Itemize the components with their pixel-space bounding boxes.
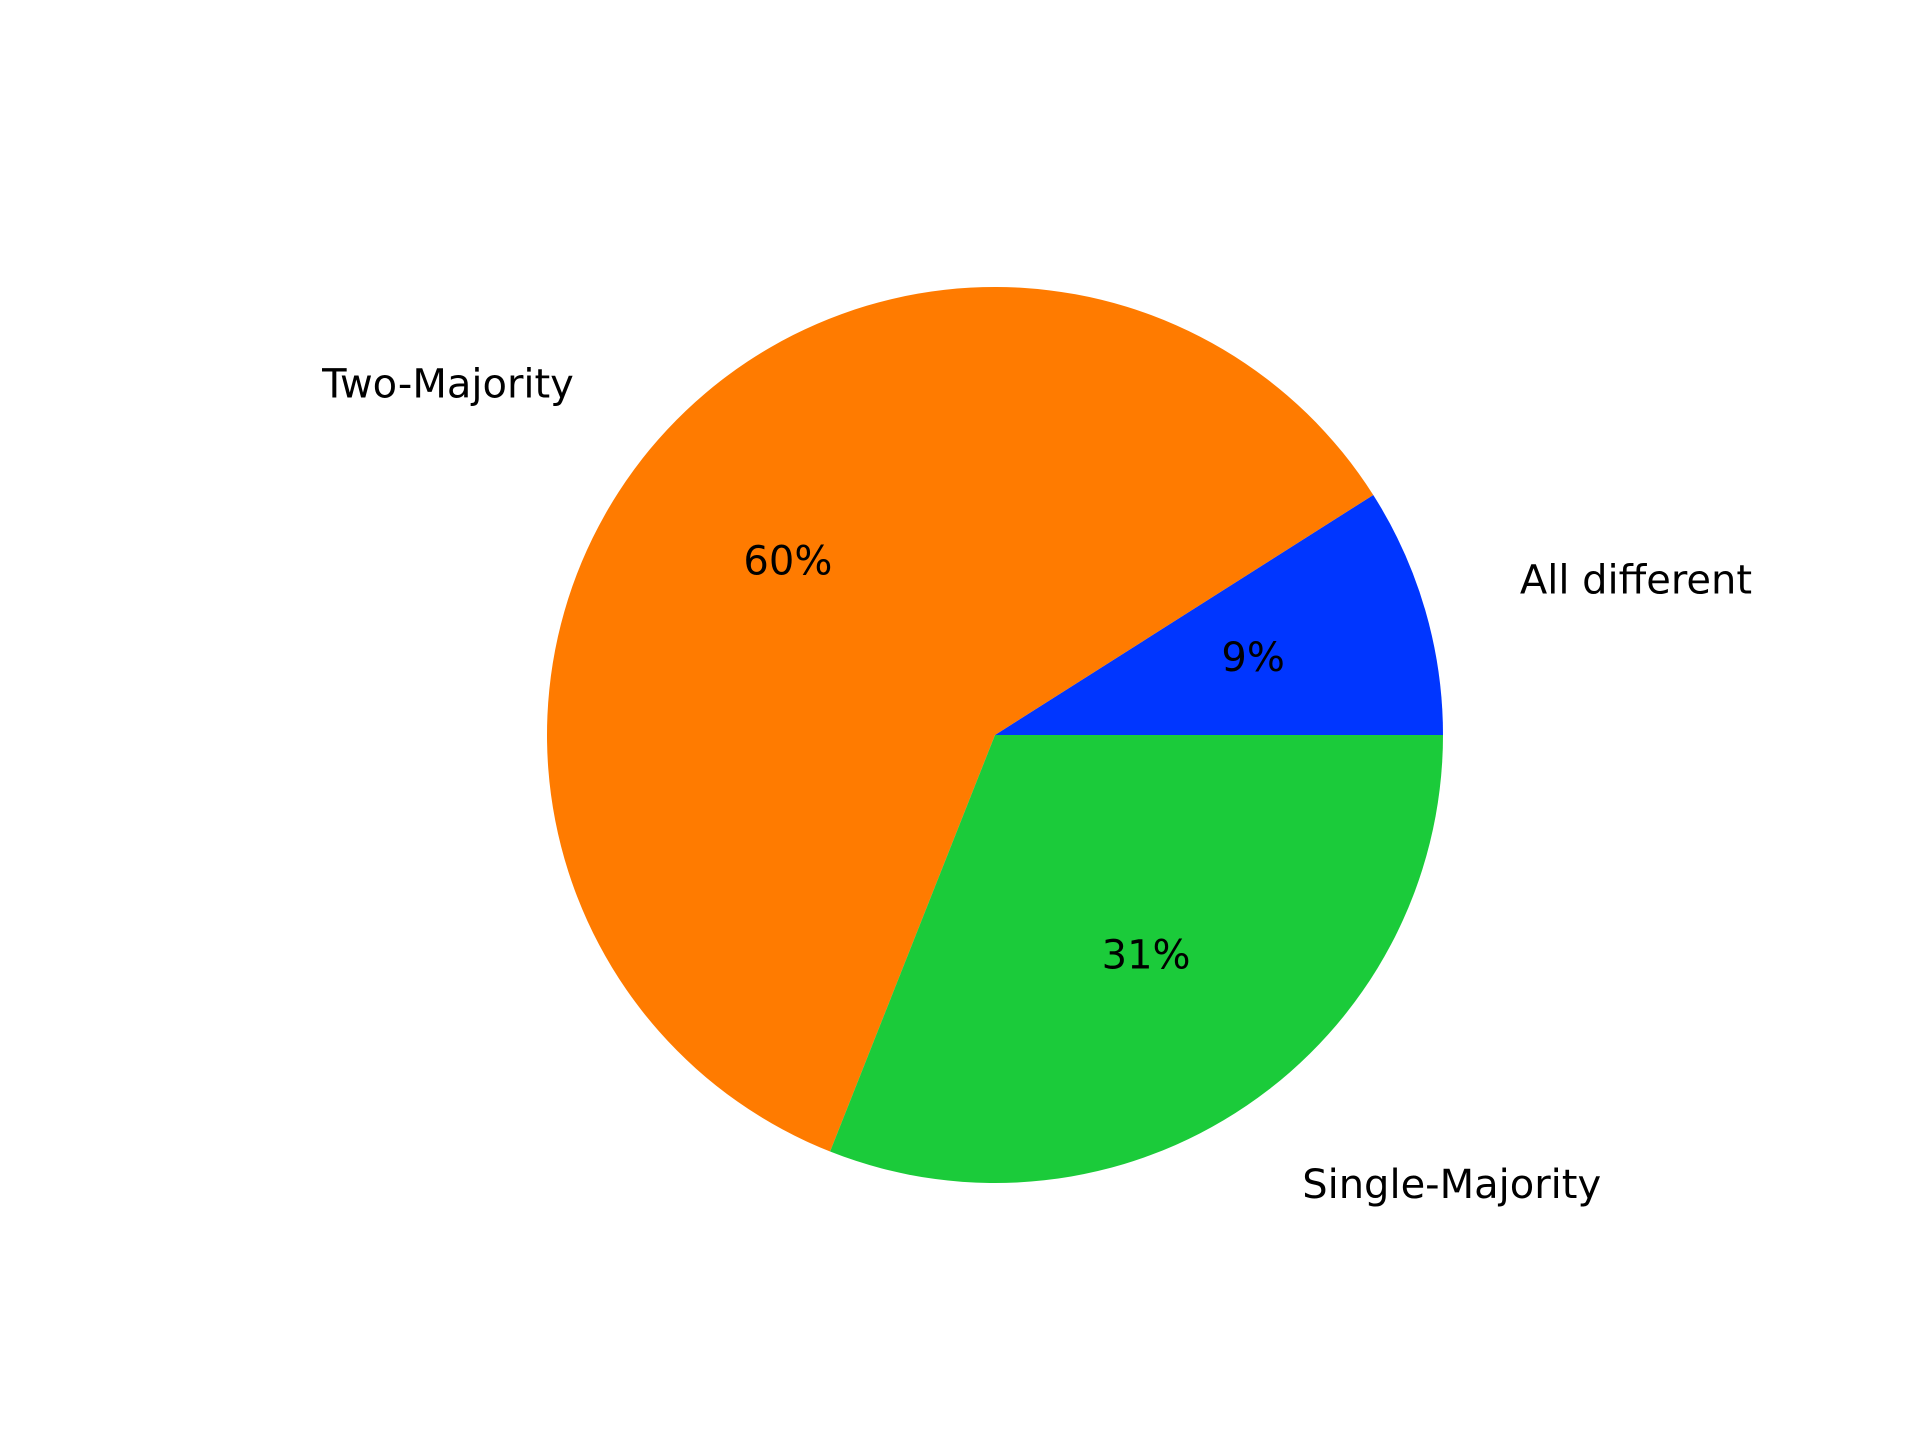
pie-slice-two-majority	[547, 287, 1374, 1152]
slice-percent-two-majority: 60%	[743, 539, 832, 585]
slice-percent-single-majority: 31%	[1102, 932, 1191, 978]
slice-label-two-majority: Two-Majority	[321, 362, 574, 408]
slice-percent-all-different: 9%	[1221, 635, 1284, 681]
pie-slices	[547, 287, 1443, 1183]
slice-label-all-different: All different	[1520, 558, 1752, 604]
slice-label-single-majority: Single-Majority	[1302, 1162, 1601, 1208]
pie-slice-single-majority	[830, 735, 1443, 1183]
pie-slice-all-different	[995, 494, 1443, 735]
pie-labels: All different 9% Two-Majority 60% Single-Maj…	[321, 362, 1752, 1208]
